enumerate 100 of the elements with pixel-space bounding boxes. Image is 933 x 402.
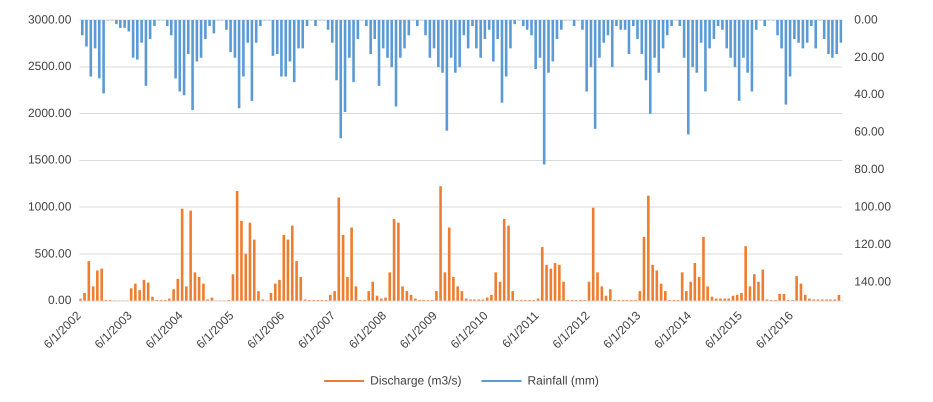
bar [680,272,684,301]
bar [292,20,296,82]
bar [144,20,148,86]
bar [619,20,622,30]
y2-tick-label: 100.00 [854,200,892,214]
bar [225,20,228,30]
bar [136,20,139,60]
y-tick-label: 1500.00 [28,152,72,167]
bar [738,20,740,101]
y2-tick-label: 80.00 [854,162,885,176]
bar [369,20,372,54]
bar [651,264,654,301]
bar [522,20,525,26]
y2-tick-label: 0.00 [854,12,878,26]
bar [662,20,664,48]
bar [314,20,317,26]
bar [732,296,734,301]
y-tick-label: 1000.00 [28,200,72,214]
bar [128,20,130,32]
bar [170,20,173,36]
bar [704,20,707,92]
y2-tick-label: 120.00 [854,236,892,251]
bar [212,20,216,34]
bar [782,294,786,301]
bar [284,20,288,76]
bar [182,20,186,96]
bar [282,234,286,301]
bar [342,234,344,301]
bar [708,20,711,48]
bar [397,222,400,301]
bar [660,284,662,301]
bar [176,278,180,301]
y2-tick-label: 40.00 [854,87,885,102]
bar [248,222,252,301]
bar [388,272,392,301]
bar [754,20,758,30]
bar [475,20,478,48]
bar [788,20,792,76]
bar [761,270,764,301]
bar [456,286,460,301]
bar [339,20,342,138]
bar [344,20,346,112]
bar [234,20,236,58]
bar [814,20,818,48]
bar [802,20,804,48]
bar [102,20,105,94]
bar [492,20,495,62]
legend-label: Discharge (m3/s) [370,373,462,388]
bar [554,263,556,301]
bar [804,294,807,301]
bar [290,226,294,301]
bar [752,274,756,301]
bar [100,268,103,301]
bar [458,20,461,68]
bar [750,20,754,92]
y-tick-label: 2500.00 [28,59,72,74]
bar [142,280,146,301]
bar [250,20,254,101]
bar [200,20,202,58]
bar [98,20,101,78]
y-tick-label: 0.00 [48,293,72,308]
bar [835,20,838,54]
bar [795,276,798,301]
bar [490,294,493,301]
bar [394,20,398,106]
bar [610,20,614,68]
bar [337,198,340,301]
bar [96,270,99,301]
bar [448,227,451,301]
bar [628,20,630,54]
bar [371,282,374,301]
bar [301,20,304,48]
bar [410,294,412,301]
y2-tick-label: 140.00 [854,274,892,288]
bar [210,298,214,301]
bar [494,272,498,301]
bar [123,20,126,28]
bar [89,20,92,76]
bar [180,208,184,301]
bar [838,294,840,301]
bar [702,236,705,301]
bar [648,20,652,114]
bar [330,20,334,43]
bar [716,20,720,26]
bar [435,291,438,301]
bar [479,20,482,58]
bar [572,20,576,26]
bar [454,20,457,73]
bar [328,294,332,301]
bar [191,20,194,110]
bar [540,247,544,301]
bar [486,298,489,301]
bar [502,219,506,301]
bar [784,20,788,105]
bar [831,20,834,58]
bar [657,20,660,73]
bar [352,20,355,82]
bar [721,20,724,30]
bar [272,20,274,56]
bar [238,20,240,108]
